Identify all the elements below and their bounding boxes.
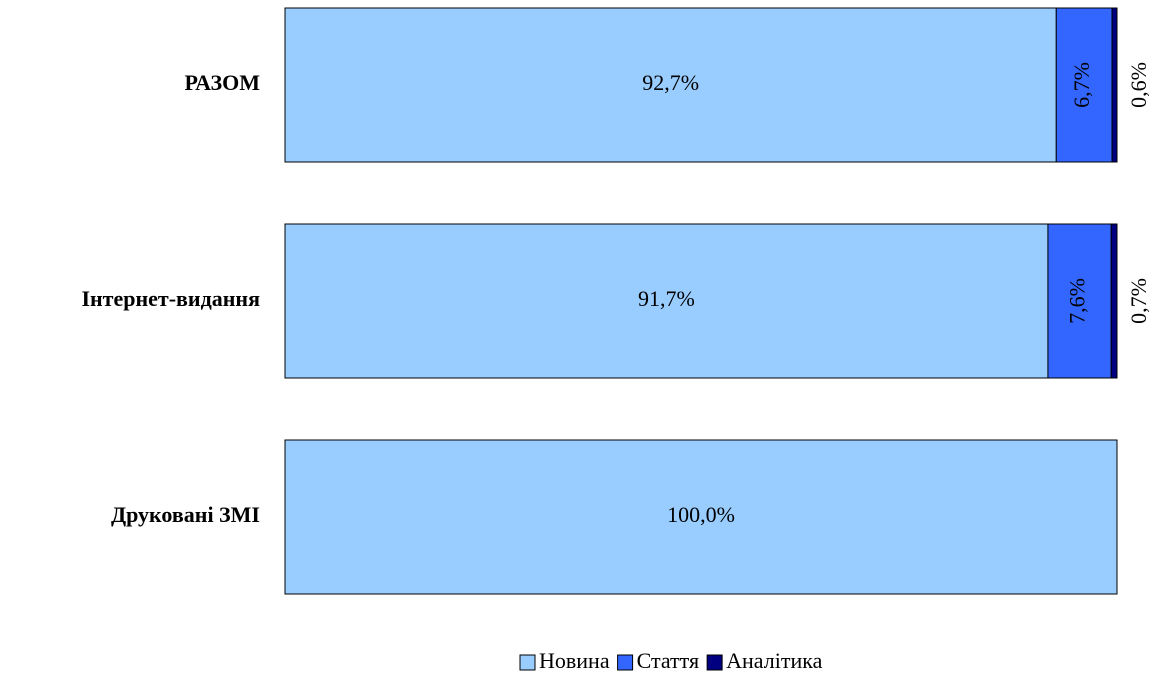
bar-segment	[1110, 223, 1118, 379]
category-label: РАЗОМ	[185, 70, 261, 95]
legend-label: Новина	[539, 648, 610, 673]
value-label: 6,7%	[1069, 62, 1094, 108]
value-label: 91,7%	[638, 286, 695, 311]
legend-swatch	[519, 654, 536, 671]
bar-segment	[284, 7, 1057, 163]
bar-segment	[284, 439, 1118, 595]
legend-swatch	[617, 654, 634, 671]
category-label: Друковані ЗМІ	[111, 502, 260, 527]
value-label: 92,7%	[642, 70, 699, 95]
bar-segment	[1047, 223, 1112, 379]
legend-label: Стаття	[637, 648, 700, 673]
bar-segment	[1055, 7, 1113, 163]
bar-segment	[284, 223, 1049, 379]
value-label: 0,6%	[1126, 62, 1151, 108]
value-label: 7,6%	[1065, 278, 1090, 324]
category-label: Інтернет-видання	[81, 286, 260, 311]
value-label: 0,7%	[1126, 278, 1151, 324]
bar-segment	[1111, 7, 1118, 163]
value-label: 100,0%	[667, 502, 735, 527]
legend-swatch	[706, 654, 723, 671]
legend-label: Аналітика	[726, 648, 822, 673]
